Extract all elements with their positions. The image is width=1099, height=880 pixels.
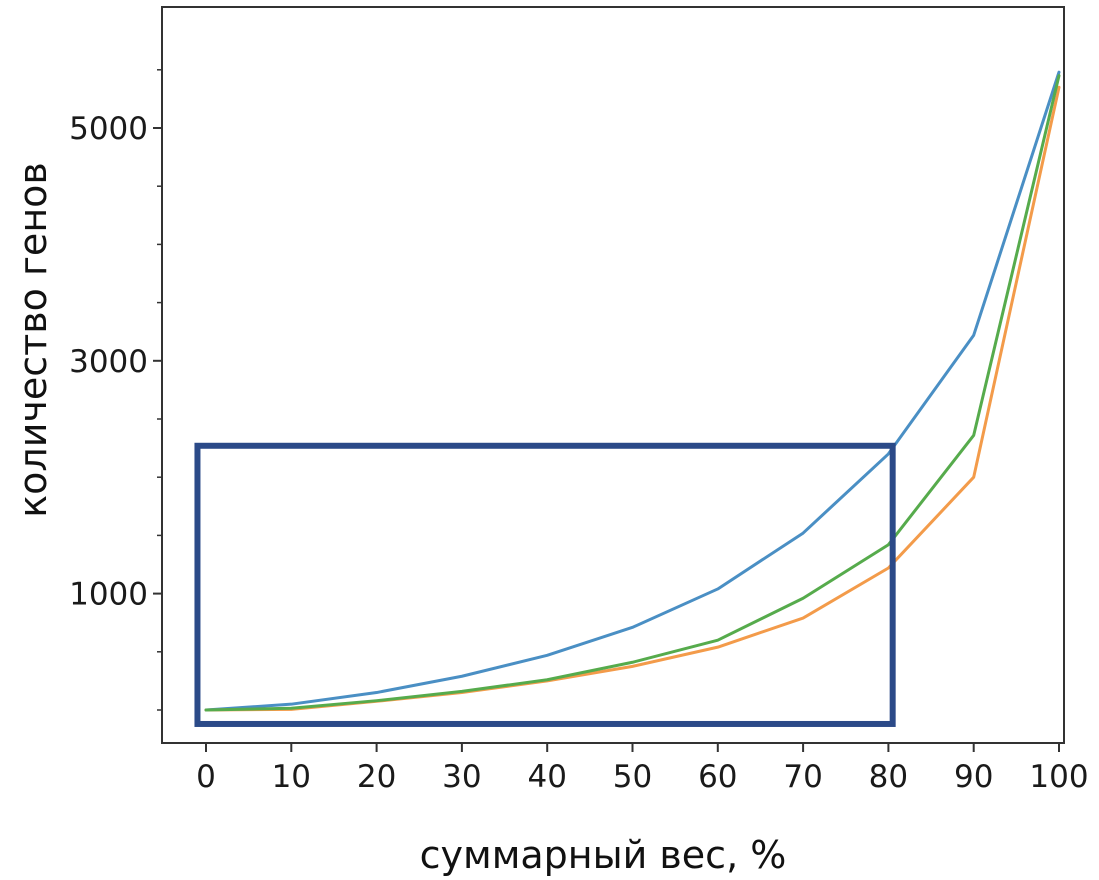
- x-tick-label: 100: [1029, 759, 1088, 795]
- plot-frame: [161, 6, 1065, 744]
- annotation-layer: [194, 442, 896, 727]
- y-tick-label: 1000: [69, 577, 148, 613]
- series-line-2: [204, 85, 1061, 712]
- x-tick-label: 80: [869, 759, 908, 795]
- series-line-3: [204, 74, 1061, 712]
- y-minor-ticks: [157, 69, 162, 711]
- series-line-1: [204, 70, 1061, 712]
- highlight-rectangle: [194, 442, 896, 727]
- x-tick-label: 40: [527, 759, 566, 795]
- x-tick-label: 0: [196, 759, 216, 795]
- x-tick-label: 70: [783, 759, 822, 795]
- x-axis-title: суммарный вес, %: [420, 833, 787, 877]
- y-tick-label: 3000: [69, 344, 148, 380]
- x-tick-label: 10: [272, 759, 311, 795]
- y-axis-title: количество генов: [11, 162, 55, 518]
- series-layer: [204, 70, 1061, 712]
- y-tick-label: 5000: [69, 111, 148, 147]
- y-ticks: 1000 3000 5000: [69, 111, 162, 613]
- x-tick-label: 30: [442, 759, 481, 795]
- x-tick-label: 60: [698, 759, 737, 795]
- x-tick-label: 90: [954, 759, 993, 795]
- x-tick-label: 50: [613, 759, 652, 795]
- x-tick-label: 20: [357, 759, 396, 795]
- x-ticks: 0 10 20 30 40 50 60 70 80 90 100: [196, 743, 1089, 795]
